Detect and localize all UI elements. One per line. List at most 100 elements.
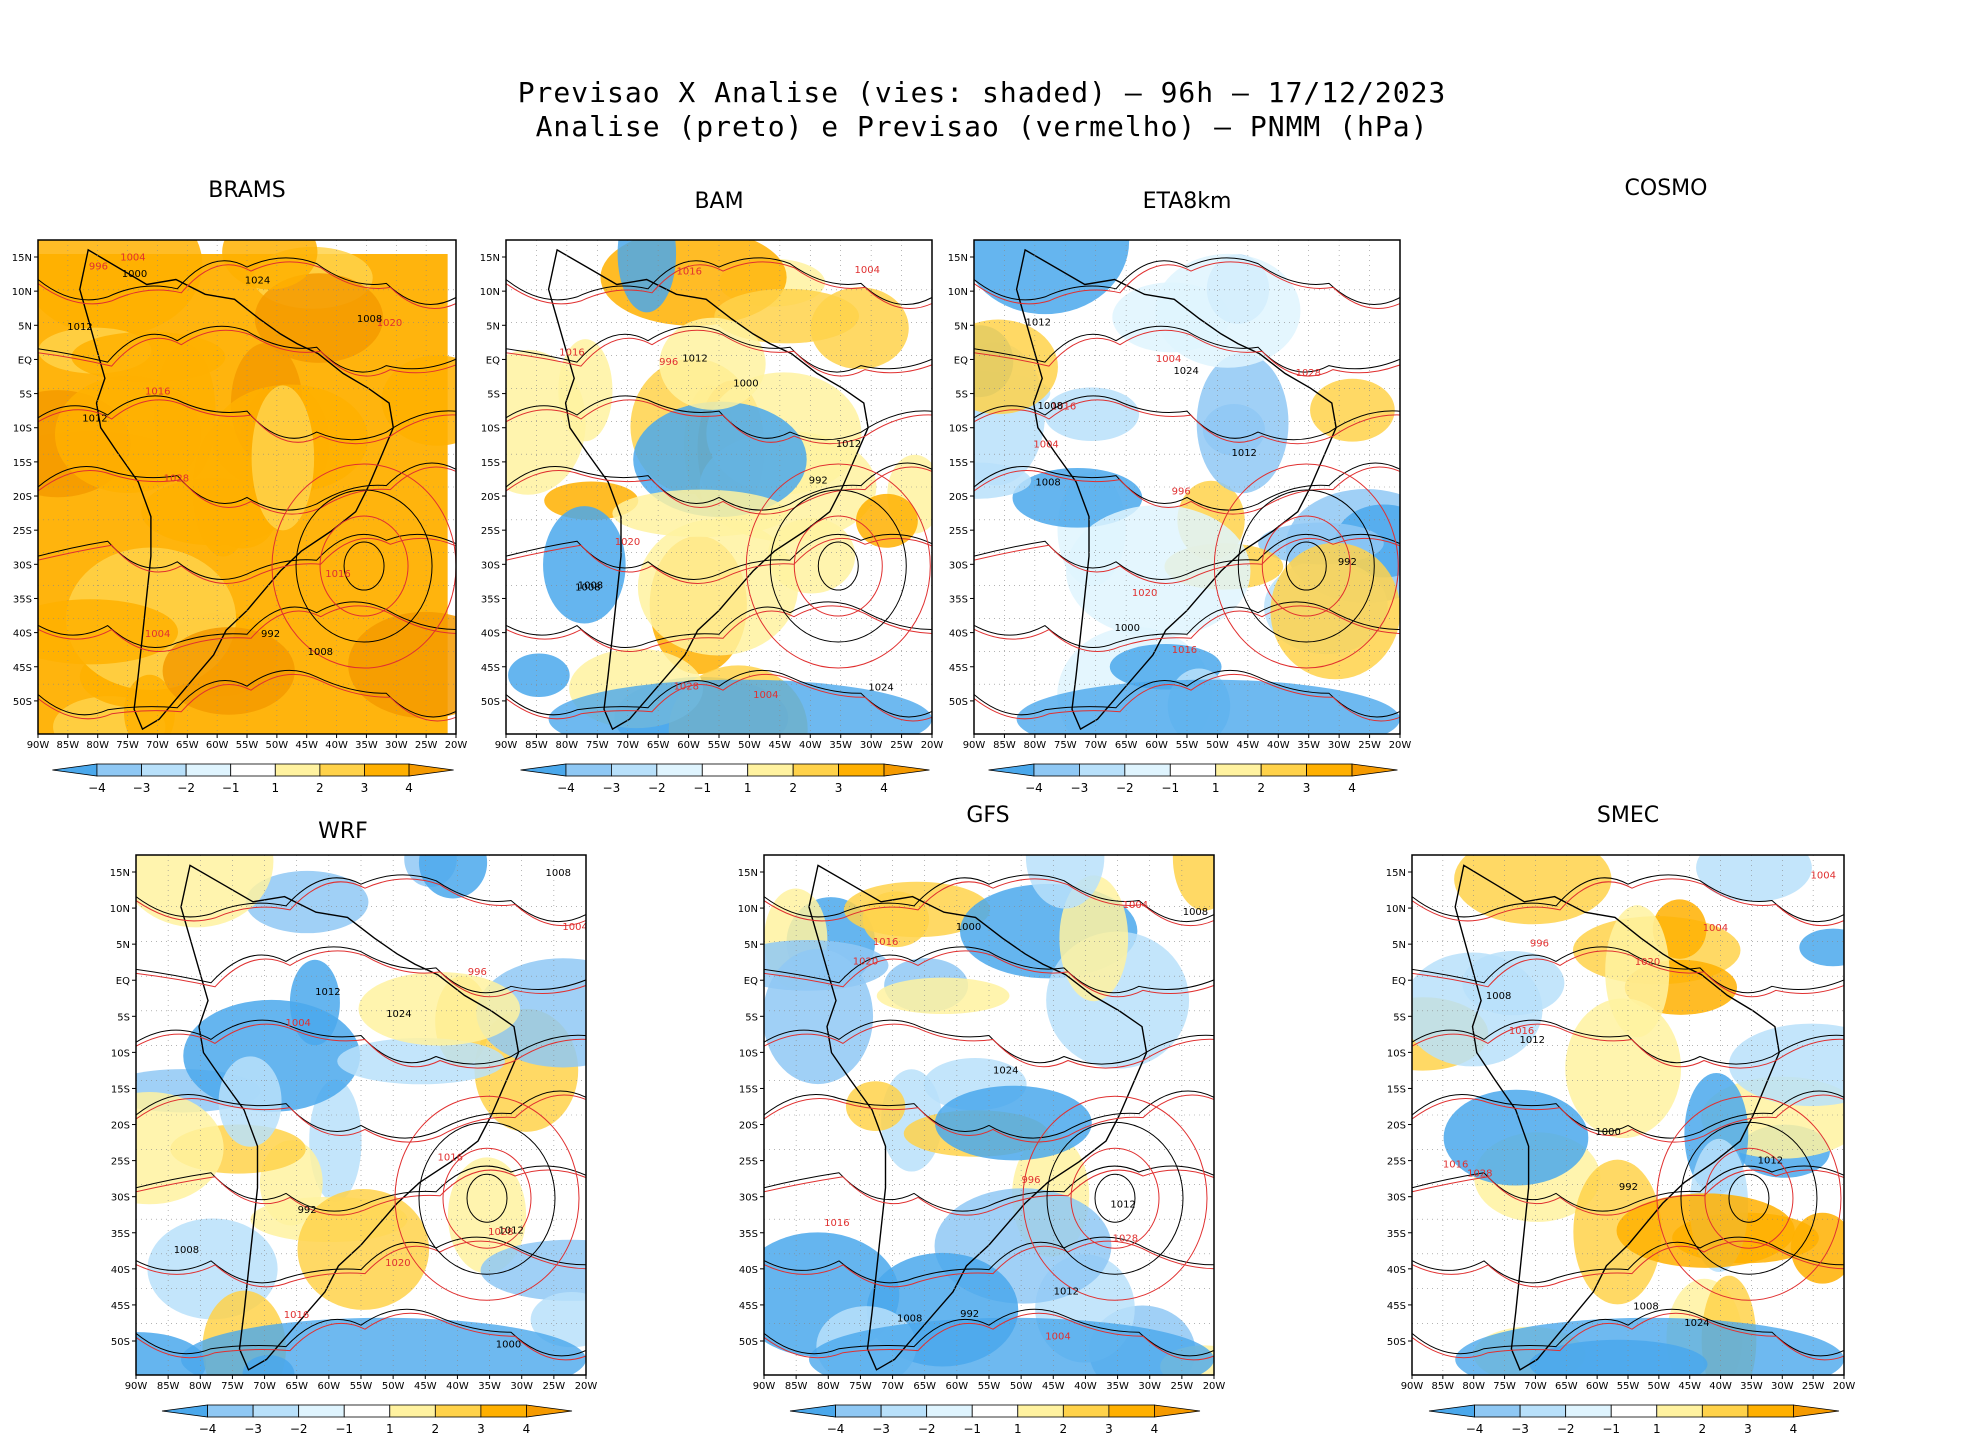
lat-tick-label: 15N <box>480 253 500 264</box>
isobar-label: 1004 <box>753 690 778 701</box>
colorbar-bam: −4 −3 −2 −1 1 2 3 4 <box>520 763 930 795</box>
colorbar-label: −1 <box>1161 781 1179 795</box>
colorbar-label: −3 <box>244 1422 262 1436</box>
colorbar-brams: −4 −3 −2 −1 1 2 3 4 <box>52 763 454 795</box>
lat-tick-label: 10S <box>739 1048 758 1059</box>
lon-tick-label: 70W <box>616 740 639 751</box>
lon-tick-label: 80W <box>817 1381 840 1392</box>
lon-tick-label: 40W <box>1074 1381 1097 1392</box>
colorbar-label: −3 <box>1511 1422 1529 1436</box>
colorbar-label: 1 <box>271 781 279 795</box>
panel-title-bam: BAM <box>694 189 743 214</box>
lon-tick-label: 85W <box>525 740 548 751</box>
lat-tick-label: 35S <box>111 1229 130 1240</box>
panel-title-gfs: GFS <box>966 803 1009 828</box>
lat-tick-label: EQ <box>486 355 500 366</box>
lon-tick-label: 60W <box>1586 1381 1609 1392</box>
lon-tick-label: 20W <box>1203 1381 1226 1392</box>
lat-tick-label: 30S <box>1387 1193 1406 1204</box>
isobar-label: 992 <box>1619 1182 1638 1193</box>
lon-tick-label: 50W <box>1010 1381 1033 1392</box>
lon-tick-label: 65W <box>913 1381 936 1392</box>
isobar-label: 1012 <box>1054 1287 1079 1298</box>
lat-tick-label: 20S <box>111 1121 130 1132</box>
lat-tick-label: 10N <box>738 904 758 915</box>
lat-tick-label: 10N <box>110 904 130 915</box>
lon-tick-label: 80W <box>556 740 579 751</box>
colorbar-label: −1 <box>222 781 240 795</box>
isobar-label: 1024 <box>1684 1318 1709 1329</box>
lat-tick-label: 50S <box>13 697 32 708</box>
isobar-label: 1012 <box>1231 448 1256 459</box>
colorbar-label: 2 <box>1060 1422 1068 1436</box>
colorbar-label: −4 <box>88 781 106 795</box>
lon-tick-label: 50W <box>1648 1381 1671 1392</box>
isobar-label: 992 <box>809 475 828 486</box>
lat-tick-label: 45S <box>13 663 32 674</box>
lat-tick-label: 20S <box>1387 1121 1406 1132</box>
isobar-label: 1020 <box>615 537 640 548</box>
isobar-label: 1028 <box>674 681 699 692</box>
isobar-label: 1012 <box>1520 1035 1545 1046</box>
lat-tick-label: 5S <box>19 390 32 401</box>
lon-tick-label: 75W <box>221 1381 244 1392</box>
isobar-label: 1000 <box>956 922 981 933</box>
isobar-label: 1028 <box>1113 1233 1138 1244</box>
lat-tick-label: 10S <box>949 424 968 435</box>
lon-tick-label: 40W <box>1709 1381 1732 1392</box>
lat-tick-label: 50S <box>949 697 968 708</box>
lon-tick-label: 20W <box>1389 740 1412 751</box>
isobar-label: 992 <box>261 629 280 640</box>
lon-tick-label: 70W <box>1524 1381 1547 1392</box>
lon-tick-label: 70W <box>253 1381 276 1392</box>
lat-tick-label: 15S <box>481 458 500 469</box>
colorbar-label: 3 <box>1744 1422 1752 1436</box>
isobar-label: 1012 <box>498 1226 523 1237</box>
isobar-label: 1024 <box>1173 366 1198 377</box>
lon-tick-label: 90W <box>27 740 50 751</box>
panel-cosmo: COSMO <box>1625 176 1708 201</box>
colorbar-label: 4 <box>880 781 888 795</box>
lon-tick-label: 60W <box>677 740 700 751</box>
colorbar-label: −3 <box>603 781 621 795</box>
isobar-label: 996 <box>1021 1175 1040 1186</box>
lon-tick-label: 50W <box>738 740 761 751</box>
isobar-label: 1016 <box>325 569 350 580</box>
colorbar-label: 3 <box>1303 781 1311 795</box>
lat-tick-label: 20S <box>481 492 500 503</box>
lon-tick-label: 35W <box>1740 1381 1763 1392</box>
isobar-label: 1012 <box>1110 1199 1135 1210</box>
lon-tick-label: 45W <box>1042 1381 1065 1392</box>
lat-tick-label: 5S <box>487 390 500 401</box>
lon-tick-label: 40W <box>325 740 348 751</box>
lat-tick-label: 5N <box>486 321 500 332</box>
colorbar-label: −3 <box>133 781 151 795</box>
isobar-label: 1012 <box>67 322 92 333</box>
lon-tick-label: 25W <box>415 740 438 751</box>
colorbar-label: 1 <box>744 781 752 795</box>
lon-tick-label: 85W <box>993 740 1016 751</box>
lon-tick-label: 90W <box>1401 1381 1424 1392</box>
panel-smec: SMEC101210161008100410009969921020102410… <box>1386 803 1856 1436</box>
lat-tick-label: 30S <box>739 1193 758 1204</box>
colorbar-label: −1 <box>693 781 711 795</box>
lon-tick-label: 90W <box>125 1381 148 1392</box>
lat-tick-label: 45S <box>1387 1301 1406 1312</box>
lon-tick-label: 45W <box>1678 1381 1701 1392</box>
colorbar-smec: −4 −3 −2 −1 1 2 3 4 <box>1428 1404 1840 1436</box>
isobar-label: 1024 <box>868 682 893 693</box>
lon-tick-label: 45W <box>414 1381 437 1392</box>
lon-tick-label: 30W <box>385 740 408 751</box>
isobar-label: 1008 <box>174 1245 199 1256</box>
lon-tick-label: 35W <box>829 740 852 751</box>
lon-tick-label: 80W <box>1024 740 1047 751</box>
lat-tick-label: 30S <box>13 560 32 571</box>
lat-tick-label: 40S <box>739 1265 758 1276</box>
lon-tick-label: 80W <box>1462 1381 1485 1392</box>
colorbar-label: 4 <box>1790 1422 1798 1436</box>
lon-tick-label: 50W <box>382 1381 405 1392</box>
lat-tick-label: 5N <box>116 940 130 951</box>
lat-tick-label: 10S <box>111 1048 130 1059</box>
lon-tick-label: 90W <box>963 740 986 751</box>
colorbar-label: 3 <box>477 1422 485 1436</box>
